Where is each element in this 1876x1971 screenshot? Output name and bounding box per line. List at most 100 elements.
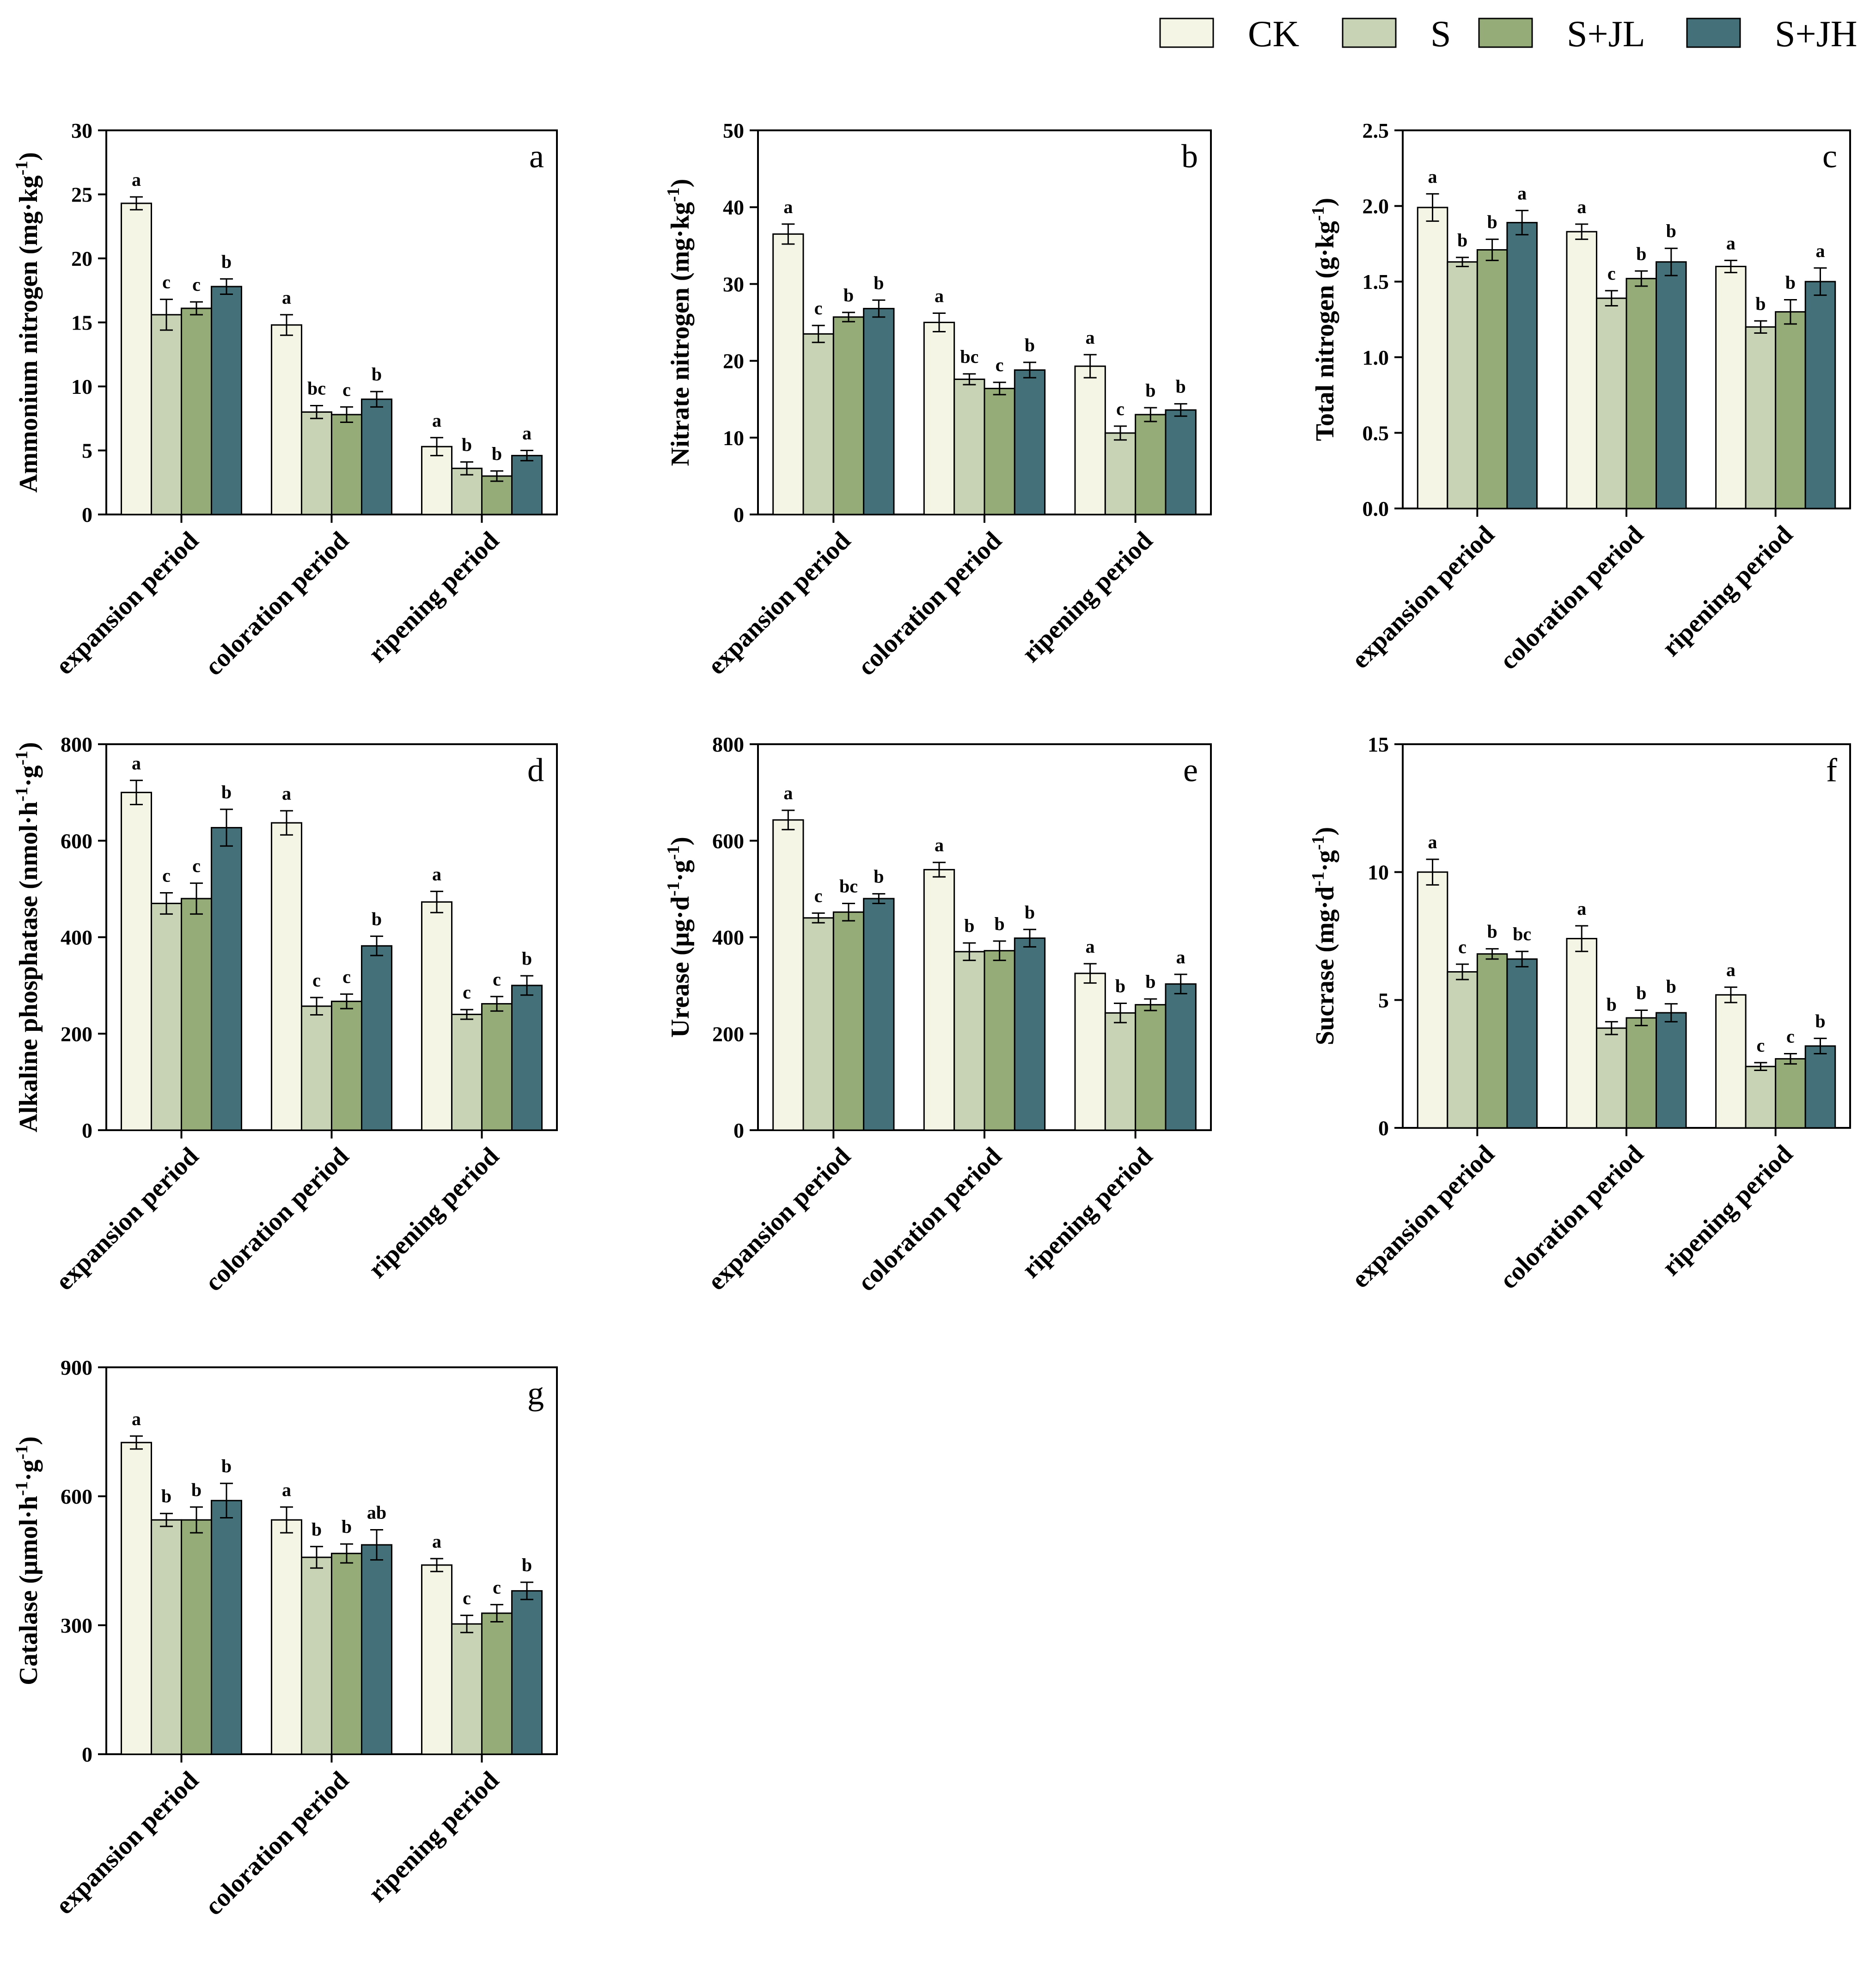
- y-tick-label: 25: [71, 183, 92, 207]
- y-tick-label: 0.5: [1363, 421, 1389, 445]
- bar-s: [1595, 297, 1627, 509]
- significance-letter: c: [996, 355, 1004, 375]
- bar-ck: [1715, 265, 1747, 509]
- bar-s-jl: [1476, 953, 1508, 1129]
- significance-letter: a: [783, 196, 793, 217]
- bar-s-jh: [211, 286, 242, 515]
- significance-letter: b: [1025, 902, 1035, 923]
- significance-letter: b: [1145, 380, 1155, 401]
- y-tick-label: 200: [712, 1022, 744, 1046]
- bar-s-jl: [331, 1000, 362, 1131]
- y-tick-label: 2.5: [1363, 119, 1389, 142]
- y-tick-label: 400: [61, 926, 92, 949]
- significance-letter: b: [1815, 1010, 1825, 1031]
- significance-letter: b: [522, 1555, 532, 1575]
- bar-s-jl: [1775, 311, 1806, 509]
- significance-letter: b: [843, 285, 854, 306]
- bar-s-jl: [1476, 249, 1508, 509]
- y-tick-label: 50: [723, 119, 744, 142]
- panel-g: 0 300 600 900 Catalase (μmol·h-1·g-1) g expans…: [12, 1356, 558, 1921]
- bar-s-jh: [361, 398, 392, 515]
- significance-letter: ab: [367, 1502, 386, 1523]
- y-tick-label: 600: [61, 1485, 92, 1508]
- significance-letter: a: [935, 835, 944, 856]
- x-category-label: coloration period: [852, 1142, 1007, 1297]
- bar-ck: [421, 446, 452, 515]
- bar-s: [1104, 1012, 1137, 1131]
- bar-ck: [772, 233, 804, 515]
- x-category-label: coloration period: [199, 1142, 354, 1297]
- bar-ck: [1074, 973, 1106, 1131]
- panel-c: 0.0 0.5 1.0 1.5 2.0 2.5 Total nitrogen (g·kg-1…: [1308, 119, 1851, 675]
- significance-letter: b: [221, 251, 232, 272]
- bar-s-jh: [511, 1590, 543, 1755]
- bar-s: [802, 917, 834, 1131]
- y-tick-label: 10: [723, 426, 744, 450]
- significance-letter: b: [1636, 982, 1646, 1003]
- panel-letter: g: [527, 1375, 544, 1412]
- significance-letter: b: [161, 1486, 171, 1506]
- bar-ck: [271, 1519, 302, 1755]
- y-tick-label: 0: [82, 503, 92, 526]
- panel-b: 0 10 20 30 40 50 Nitrate nitrogen (mg·kg-1) b ex…: [664, 119, 1212, 681]
- significance-letter: c: [463, 1588, 471, 1609]
- significance-letter: b: [342, 1516, 352, 1537]
- bar-s-jl: [832, 316, 865, 515]
- significance-letter: b: [1025, 335, 1035, 355]
- significance-letter: a: [1577, 196, 1586, 217]
- panel-letter: a: [529, 138, 544, 175]
- x-category-label: expansion period: [702, 526, 856, 680]
- legend-label-ck: CK: [1248, 14, 1299, 55]
- x-category-label: ripening period: [363, 1142, 505, 1284]
- significance-letter: bc: [307, 378, 326, 399]
- significance-letter: a: [1086, 936, 1095, 957]
- bar-s-jl: [181, 307, 212, 515]
- significance-letter: a: [1428, 832, 1437, 852]
- significance-letter: c: [814, 885, 823, 906]
- significance-letter: c: [493, 1577, 501, 1598]
- significance-letter: b: [1666, 976, 1676, 997]
- significance-letter: b: [1666, 220, 1676, 241]
- significance-letter: c: [192, 274, 201, 295]
- panel-letter: c: [1822, 138, 1837, 175]
- x-category-label: coloration period: [1494, 520, 1649, 675]
- x-category-label: coloration period: [199, 526, 354, 681]
- panel-letter: b: [1181, 138, 1198, 175]
- bar-ck: [1566, 231, 1597, 509]
- bar-ck: [121, 202, 152, 515]
- y-tick-label: 0.0: [1363, 497, 1389, 520]
- significance-letter: c: [1757, 1035, 1765, 1056]
- legend-label-s-jh: S+JH: [1775, 14, 1858, 55]
- bar-s-jh: [511, 455, 543, 515]
- bar-s-jh: [211, 827, 242, 1131]
- bar-s: [1447, 971, 1478, 1129]
- significance-letter: c: [162, 865, 171, 886]
- significance-letter: c: [342, 967, 351, 987]
- y-tick-label: 600: [61, 829, 92, 853]
- bar-ck: [271, 324, 302, 515]
- significance-letter: b: [874, 272, 884, 293]
- bar-s-jl: [331, 414, 362, 515]
- y-tick-label: 2.0: [1363, 195, 1389, 218]
- significance-letter: c: [312, 970, 321, 991]
- bar-s-jh: [1014, 369, 1046, 515]
- panel-f: 0 5 10 15 Sucrase (mg·d-1·g-1) f expansion per…: [1308, 733, 1851, 1295]
- significance-letter: bc: [839, 875, 858, 896]
- significance-letter: a: [282, 287, 291, 308]
- x-category-label: coloration period: [852, 526, 1007, 681]
- bar-s: [802, 333, 834, 515]
- y-tick-label: 10: [1368, 861, 1389, 884]
- significance-letter: c: [1607, 263, 1616, 284]
- significance-letter: a: [432, 863, 441, 884]
- significance-letter: a: [132, 169, 141, 190]
- bar-ck: [421, 901, 452, 1131]
- bar-ck: [1417, 207, 1448, 509]
- significance-letter: b: [1145, 971, 1155, 992]
- y-tick-label: 0: [1378, 1116, 1389, 1140]
- x-category-label: expansion period: [1346, 1139, 1500, 1293]
- x-category-label: ripening period: [1656, 520, 1798, 662]
- significance-letter: b: [522, 948, 532, 969]
- significance-letter: b: [492, 443, 502, 464]
- y-axis-label: Total nitrogen (g·kg-1): [1308, 198, 1339, 441]
